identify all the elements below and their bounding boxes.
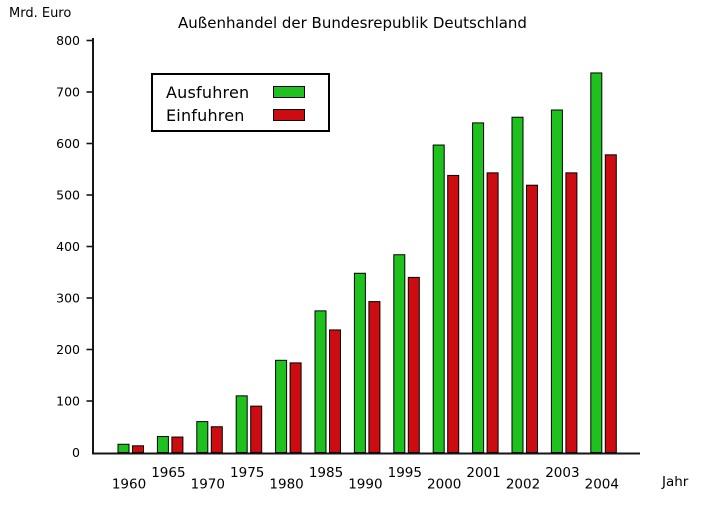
legend-label-exports: Ausfuhren bbox=[166, 82, 250, 102]
bar-2002-Einfuhren bbox=[526, 184, 538, 453]
bar-2000-Ausfuhren bbox=[432, 144, 445, 453]
x-tick-label: 1990 bbox=[348, 477, 382, 493]
y-tick-label: 700 bbox=[56, 85, 80, 100]
y-tick-label: 0 bbox=[72, 445, 80, 460]
bar-1975-Einfuhren bbox=[250, 405, 263, 453]
y-tick-label: 500 bbox=[56, 188, 80, 203]
bar-1975-Ausfuhren bbox=[235, 395, 248, 454]
bar-1960-Ausfuhren bbox=[117, 443, 130, 454]
bar-1960-Einfuhren bbox=[132, 445, 144, 453]
bar-1980-Einfuhren bbox=[289, 362, 302, 454]
bar-2003-Ausfuhren bbox=[550, 109, 563, 454]
x-tick-label: 1975 bbox=[230, 465, 264, 481]
y-tick-label: 100 bbox=[56, 394, 80, 409]
bar-1985-Ausfuhren bbox=[314, 310, 327, 453]
legend-item-imports: Einfuhren bbox=[166, 104, 328, 126]
x-tick-label: 1985 bbox=[309, 465, 343, 481]
bar-2004-Ausfuhren bbox=[590, 72, 603, 453]
y-tick-label: 800 bbox=[56, 33, 80, 48]
x-tick-label: 1995 bbox=[388, 465, 422, 481]
bar-1980-Ausfuhren bbox=[275, 359, 288, 453]
x-tick-label: 1980 bbox=[269, 477, 303, 493]
bar-2001-Ausfuhren bbox=[472, 122, 485, 454]
legend-item-exports: Ausfuhren bbox=[166, 81, 328, 103]
chart-title: Außenhandel der Bundesrepublik Deutschla… bbox=[178, 14, 527, 32]
y-tick-label: 400 bbox=[56, 239, 80, 254]
bar-1995-Ausfuhren bbox=[393, 254, 406, 453]
bar-2001-Einfuhren bbox=[486, 172, 499, 453]
y-tick-label: 300 bbox=[56, 291, 80, 306]
bar-2003-Einfuhren bbox=[565, 172, 578, 453]
bar-2004-Einfuhren bbox=[604, 154, 617, 454]
x-axis-title: Jahr bbox=[662, 474, 689, 490]
bar-1985-Einfuhren bbox=[329, 329, 341, 453]
bar-1965-Ausfuhren bbox=[156, 436, 169, 454]
bar-1995-Einfuhren bbox=[407, 276, 420, 453]
x-tick-label: 2002 bbox=[506, 477, 540, 493]
y-tick-label: 600 bbox=[56, 136, 80, 151]
bar-2002-Ausfuhren bbox=[511, 116, 524, 454]
x-tick-label: 1965 bbox=[151, 465, 185, 481]
x-tick-label: 2000 bbox=[427, 477, 461, 493]
x-tick-label: 1960 bbox=[112, 477, 146, 493]
bar-1990-Einfuhren bbox=[368, 301, 381, 454]
x-tick-label: 2004 bbox=[585, 477, 619, 493]
legend: Ausfuhren Einfuhren bbox=[151, 73, 330, 132]
y-tick-label: 200 bbox=[56, 342, 80, 357]
bar-1965-Einfuhren bbox=[171, 436, 184, 453]
bar-1990-Ausfuhren bbox=[353, 272, 366, 453]
x-tick-label: 2001 bbox=[466, 465, 500, 481]
legend-swatch-exports-icon bbox=[273, 86, 305, 98]
bar-1970-Ausfuhren bbox=[196, 421, 209, 454]
x-tick-label: 2003 bbox=[545, 465, 579, 481]
x-tick-label: 1970 bbox=[191, 477, 225, 493]
y-axis-title: Mrd. Euro bbox=[9, 6, 72, 21]
bar-1970-Einfuhren bbox=[210, 426, 223, 453]
legend-label-imports: Einfuhren bbox=[166, 105, 245, 125]
bar-2000-Einfuhren bbox=[447, 174, 460, 453]
legend-swatch-imports-icon bbox=[273, 109, 305, 121]
